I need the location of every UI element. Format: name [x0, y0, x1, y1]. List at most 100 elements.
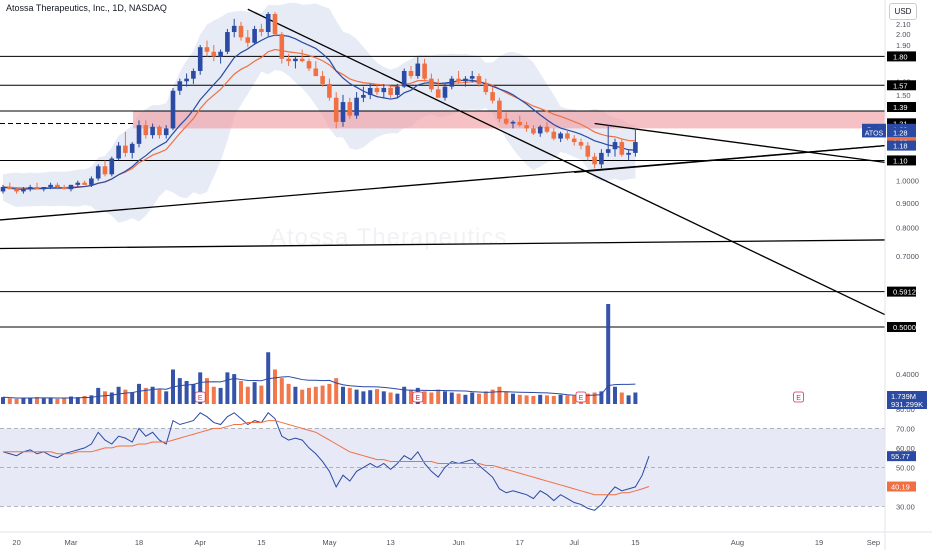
candle-10	[68, 184, 74, 192]
trendline-2	[0, 239, 886, 250]
candle-body	[157, 126, 162, 136]
candle-body	[245, 37, 251, 43]
time-tick-5: May	[322, 538, 336, 547]
volume-bar-59	[402, 386, 407, 404]
rsi-tag-1: 40.19	[887, 481, 916, 492]
volume-bar-74	[504, 391, 509, 404]
candle-0	[0, 184, 6, 194]
candle-body	[490, 92, 495, 101]
volume-bar-9	[62, 398, 67, 404]
candle-body	[0, 187, 6, 192]
volume-bar-88	[599, 391, 604, 404]
candle-body	[551, 131, 557, 139]
resistance-zone-layer	[133, 111, 885, 129]
volume-bar-52	[354, 389, 359, 404]
volume-bar-78	[531, 395, 536, 404]
candle-body	[435, 89, 441, 98]
candle-body	[55, 184, 60, 188]
candle-body	[225, 32, 230, 52]
candle-body	[238, 25, 244, 38]
rsi-tag-bg	[887, 481, 916, 492]
volume-tag-value: 931.299K	[891, 400, 923, 409]
candle-93	[633, 128, 638, 157]
candle-body	[313, 68, 319, 77]
time-axis-layer: 20 Mar 18 Apr 15 May 13 Jun 17 Jul 15 Aug 19 Sep	[0, 531, 932, 547]
volume-tag-value: 1.739M	[891, 392, 916, 401]
candle-86	[585, 142, 591, 161]
candle-9	[61, 184, 67, 190]
price-tag-bg	[887, 140, 916, 151]
volume-bar-21	[143, 387, 148, 404]
candle-body	[544, 126, 550, 132]
time-tick-1: Mar	[65, 538, 78, 547]
candle-14	[95, 164, 101, 181]
volume-bar-35	[239, 380, 243, 404]
volume-bar-53	[361, 391, 366, 404]
candle-body	[449, 78, 455, 87]
volume-bar-87	[592, 392, 597, 404]
currency-button[interactable]: USD	[889, 3, 917, 20]
candle-55	[374, 83, 380, 95]
volume-bar-36	[245, 386, 250, 404]
candle-48	[327, 78, 332, 101]
candle-67	[456, 70, 461, 84]
price-tick-0: 2.10	[896, 20, 911, 29]
candle-body	[41, 187, 47, 190]
price-tag-5: ATOS 1.28	[862, 127, 916, 138]
candle-body	[272, 14, 278, 35]
candle-body	[469, 76, 475, 79]
price-tick-8: 0.7000	[896, 252, 919, 261]
volume-bar-15	[103, 391, 107, 404]
candle-52	[354, 92, 359, 119]
rsi-tag-bg	[887, 451, 916, 462]
candle-body	[537, 126, 543, 134]
rsi-tag-0: 55.77	[887, 451, 916, 462]
candle-body	[408, 70, 414, 77]
candle-15	[102, 160, 108, 177]
candle-body	[429, 78, 434, 90]
candle-body	[61, 187, 67, 190]
price-tag-value: 1.10	[893, 156, 908, 165]
volume-bar-39	[266, 352, 271, 404]
candle-body	[218, 51, 223, 57]
volume-bar-7	[48, 397, 53, 404]
candle-43	[293, 56, 298, 69]
time-tick-4: 15	[257, 538, 265, 547]
volume-bar-18	[123, 389, 128, 404]
time-tick-12: 19	[815, 538, 823, 547]
candle-37	[252, 25, 257, 45]
volume-bar-77	[524, 395, 529, 404]
candle-body	[456, 78, 461, 82]
candle-88	[599, 149, 604, 169]
candle-body	[565, 133, 570, 139]
time-tick-11: Aug	[731, 538, 744, 547]
candle-body	[395, 86, 400, 95]
volume-bar-64	[436, 389, 441, 404]
candle-body	[299, 58, 305, 62]
candle-8	[55, 182, 60, 190]
volume-bar-33	[225, 372, 230, 404]
candle-74	[503, 112, 509, 126]
candle-26	[177, 78, 183, 95]
candle-body	[497, 100, 502, 119]
trendline-0	[247, 8, 886, 316]
candle-76	[517, 115, 523, 127]
candle-body	[367, 87, 373, 95]
candle-body	[204, 47, 210, 52]
price-tick-7: 0.8000	[896, 224, 919, 233]
candle-84	[571, 135, 577, 146]
candle-77	[524, 121, 529, 132]
volume-bar-82	[558, 394, 563, 404]
price-tag-value: 1.39	[893, 103, 908, 112]
candle-body	[442, 86, 448, 98]
candle-19	[129, 142, 135, 159]
volume-bar-63	[429, 392, 434, 404]
candle-body	[27, 187, 33, 190]
candle-56	[381, 83, 387, 98]
price-tick-5: 1.0000	[896, 177, 919, 186]
candle-13	[89, 176, 94, 188]
volume-bar-31	[211, 386, 216, 404]
candle-45	[306, 58, 312, 71]
